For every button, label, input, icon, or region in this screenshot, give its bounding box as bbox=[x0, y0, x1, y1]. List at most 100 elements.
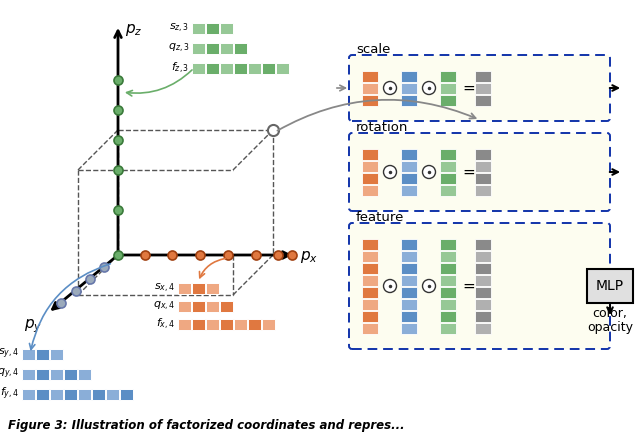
Bar bbox=[248, 63, 261, 74]
Bar bbox=[362, 311, 378, 322]
Bar bbox=[362, 149, 378, 160]
Text: $s_{x,4}$: $s_{x,4}$ bbox=[154, 282, 175, 294]
Bar bbox=[401, 251, 417, 262]
Bar bbox=[401, 71, 417, 82]
Bar bbox=[440, 173, 456, 184]
Bar bbox=[22, 369, 35, 380]
Bar bbox=[362, 83, 378, 94]
Bar bbox=[178, 283, 191, 294]
Bar bbox=[362, 71, 378, 82]
Text: scale: scale bbox=[356, 43, 390, 56]
Bar bbox=[440, 71, 456, 82]
Bar bbox=[178, 319, 191, 330]
Bar bbox=[362, 275, 378, 286]
Bar bbox=[475, 275, 491, 286]
Bar bbox=[475, 323, 491, 334]
Bar bbox=[401, 275, 417, 286]
Bar bbox=[440, 185, 456, 196]
Text: $s_{z,3}$: $s_{z,3}$ bbox=[169, 22, 189, 35]
Text: $p_y$: $p_y$ bbox=[24, 317, 42, 334]
Bar bbox=[92, 389, 105, 400]
Bar bbox=[206, 283, 219, 294]
Bar bbox=[475, 185, 491, 196]
Bar bbox=[262, 319, 275, 330]
Bar bbox=[234, 319, 247, 330]
Bar bbox=[276, 63, 289, 74]
Bar bbox=[192, 63, 205, 74]
Bar bbox=[440, 149, 456, 160]
Bar bbox=[401, 173, 417, 184]
Bar bbox=[401, 161, 417, 172]
Circle shape bbox=[383, 165, 397, 179]
Bar bbox=[50, 349, 63, 360]
Bar bbox=[234, 43, 247, 54]
Bar bbox=[475, 71, 491, 82]
Bar bbox=[362, 287, 378, 298]
Text: $s_{y,4}$: $s_{y,4}$ bbox=[0, 347, 19, 361]
Bar bbox=[192, 23, 205, 34]
Circle shape bbox=[383, 81, 397, 95]
Bar bbox=[78, 369, 91, 380]
Text: $f_{z,3}$: $f_{z,3}$ bbox=[171, 60, 189, 76]
Text: color,: color, bbox=[593, 307, 627, 320]
Bar bbox=[192, 319, 205, 330]
Text: =: = bbox=[462, 81, 475, 95]
Bar bbox=[206, 319, 219, 330]
Bar bbox=[401, 83, 417, 94]
Text: $f_{y,4}$: $f_{y,4}$ bbox=[0, 386, 19, 402]
Bar bbox=[78, 389, 91, 400]
Bar bbox=[440, 275, 456, 286]
Bar bbox=[106, 389, 119, 400]
Bar bbox=[220, 23, 233, 34]
Bar bbox=[475, 263, 491, 274]
Bar bbox=[234, 63, 247, 74]
Bar bbox=[401, 323, 417, 334]
Bar bbox=[220, 301, 233, 312]
Bar bbox=[440, 161, 456, 172]
Text: Figure 3: Illustration of factorized coordinates and repres...: Figure 3: Illustration of factorized coo… bbox=[8, 419, 404, 432]
Circle shape bbox=[422, 279, 435, 293]
Bar bbox=[50, 389, 63, 400]
Bar bbox=[440, 263, 456, 274]
Bar bbox=[206, 301, 219, 312]
Bar bbox=[36, 369, 49, 380]
Bar bbox=[440, 251, 456, 262]
Text: =: = bbox=[462, 279, 475, 293]
Bar bbox=[401, 287, 417, 298]
Text: $p_x$: $p_x$ bbox=[300, 249, 318, 265]
FancyBboxPatch shape bbox=[587, 269, 633, 303]
Bar bbox=[475, 161, 491, 172]
Bar bbox=[220, 43, 233, 54]
Bar bbox=[192, 43, 205, 54]
Text: $p_z$: $p_z$ bbox=[125, 22, 143, 38]
Bar bbox=[440, 95, 456, 106]
Bar bbox=[475, 95, 491, 106]
Bar bbox=[440, 83, 456, 94]
Bar bbox=[401, 185, 417, 196]
Bar bbox=[362, 263, 378, 274]
Circle shape bbox=[422, 81, 435, 95]
Bar bbox=[206, 63, 219, 74]
Bar bbox=[475, 311, 491, 322]
Bar bbox=[475, 83, 491, 94]
Bar bbox=[401, 95, 417, 106]
FancyBboxPatch shape bbox=[349, 223, 610, 349]
Bar bbox=[475, 149, 491, 160]
Bar bbox=[401, 311, 417, 322]
Bar bbox=[475, 287, 491, 298]
Bar bbox=[475, 239, 491, 250]
Bar bbox=[401, 239, 417, 250]
Bar bbox=[362, 173, 378, 184]
Bar bbox=[401, 299, 417, 310]
Bar bbox=[206, 43, 219, 54]
Text: feature: feature bbox=[356, 211, 404, 224]
Bar bbox=[362, 161, 378, 172]
Bar bbox=[220, 63, 233, 74]
Bar bbox=[64, 369, 77, 380]
Bar bbox=[362, 323, 378, 334]
FancyBboxPatch shape bbox=[349, 133, 610, 211]
Bar bbox=[262, 63, 275, 74]
Bar bbox=[192, 301, 205, 312]
Bar bbox=[362, 185, 378, 196]
Bar bbox=[120, 389, 133, 400]
